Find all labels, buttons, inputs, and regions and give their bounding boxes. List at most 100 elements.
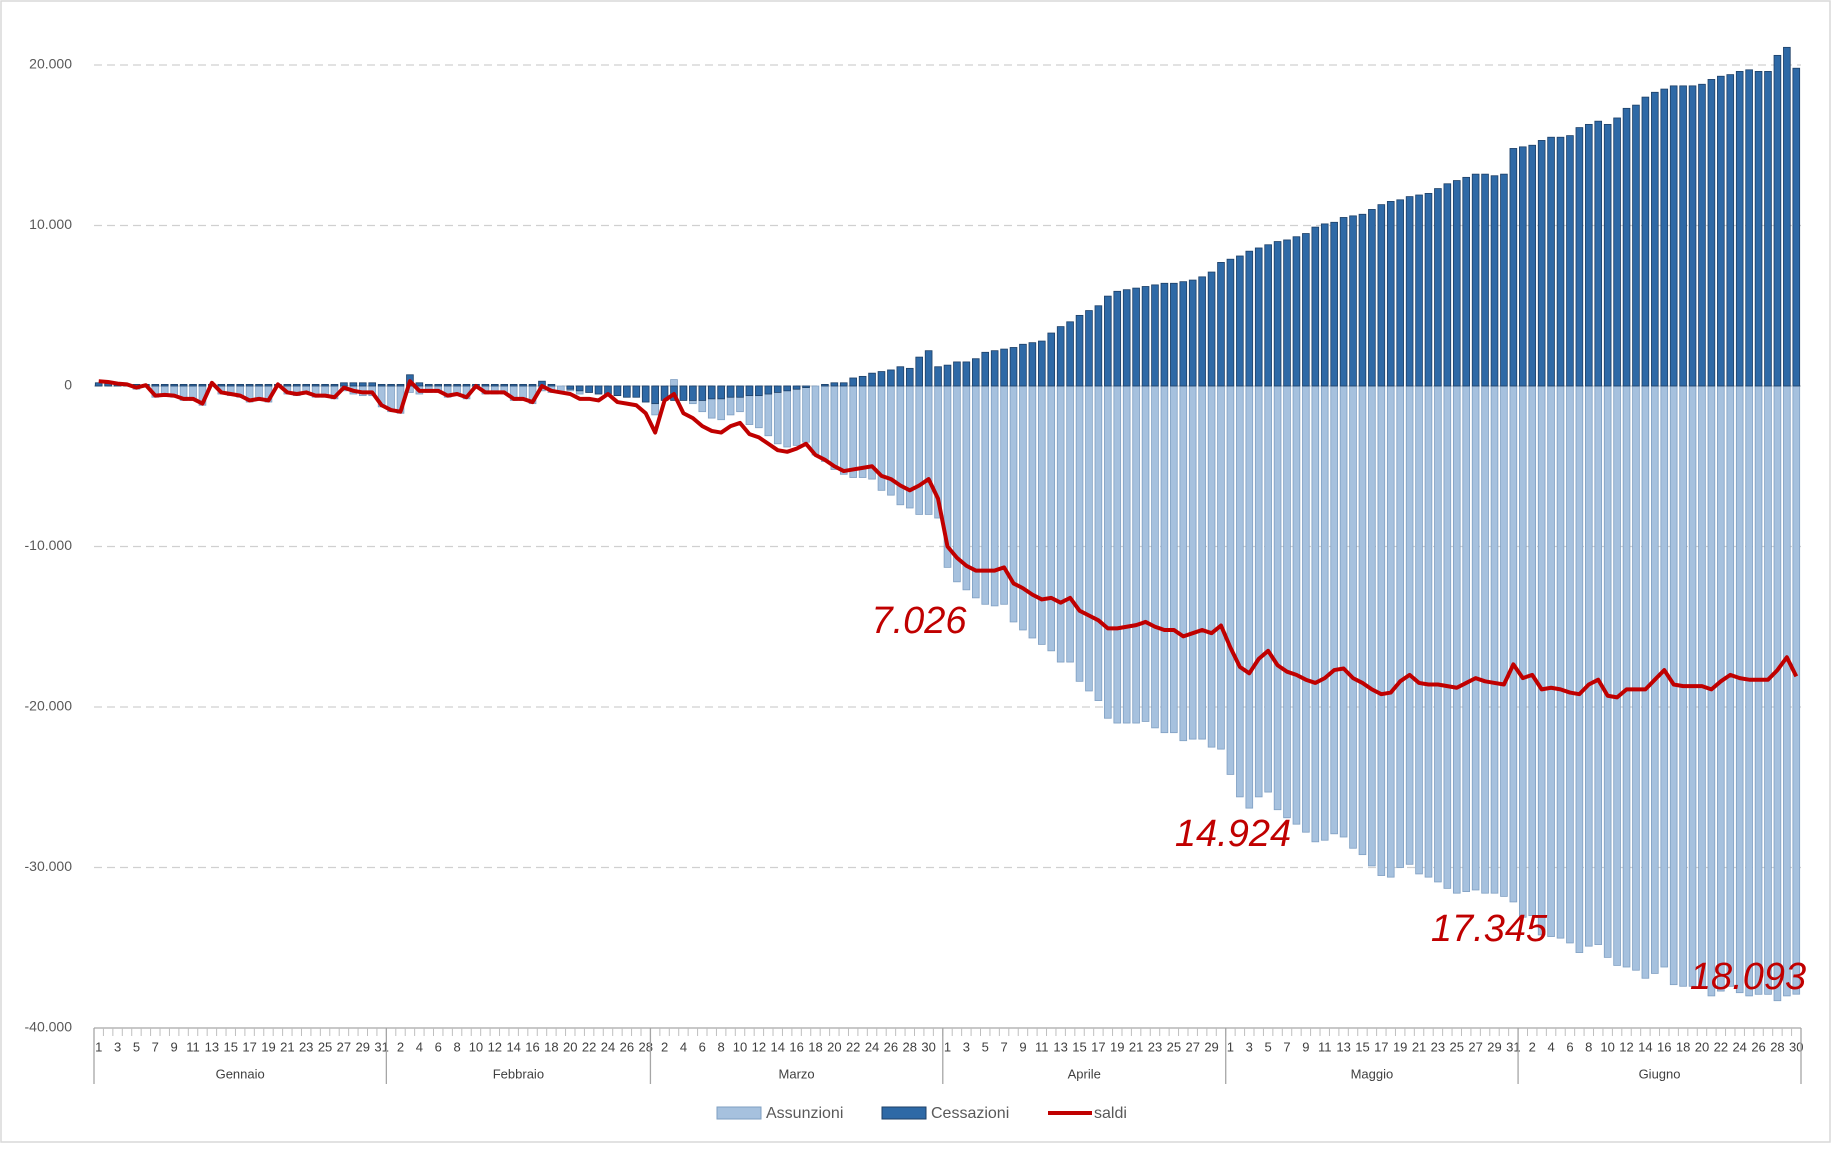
bar <box>1754 71 1763 387</box>
bar <box>1245 385 1254 809</box>
bar <box>1179 281 1188 387</box>
legend-swatch <box>881 1106 927 1120</box>
x-tick-label: 21 <box>280 1039 294 1054</box>
bar <box>1056 326 1065 387</box>
x-tick-label: 11 <box>186 1039 200 1054</box>
bar <box>1339 385 1348 838</box>
bar <box>1481 173 1489 387</box>
bar <box>1735 71 1744 387</box>
x-tick-label: 18 <box>808 1039 822 1054</box>
bar <box>1443 385 1452 889</box>
bar <box>1651 91 1659 387</box>
bar <box>170 383 178 387</box>
bar <box>1434 385 1442 883</box>
bar <box>934 366 942 387</box>
x-tick-label: 6 <box>1566 1039 1573 1054</box>
bar <box>1500 173 1508 387</box>
y-tick-label: -10.000 <box>25 537 73 553</box>
bar <box>1085 385 1093 692</box>
bar <box>1386 201 1395 387</box>
bar <box>1434 188 1442 387</box>
bar <box>1481 385 1489 894</box>
x-tick-label: 27 <box>1468 1039 1482 1054</box>
legend-label: Cessazioni <box>931 1105 1009 1122</box>
bar <box>1047 385 1056 652</box>
bar <box>528 383 537 387</box>
bar <box>1028 342 1037 387</box>
bar <box>783 385 791 392</box>
bar <box>868 372 876 387</box>
bar <box>1773 54 1782 387</box>
bar <box>1660 88 1669 387</box>
bar <box>971 385 980 599</box>
bar <box>802 385 810 443</box>
x-tick-label: 29 <box>356 1039 370 1054</box>
bar <box>340 382 348 387</box>
bar <box>1151 385 1159 729</box>
x-tick-label: 23 <box>299 1039 313 1054</box>
month-label: Marzo <box>779 1066 815 1081</box>
x-tick-label: 26 <box>884 1039 898 1054</box>
bar <box>396 383 405 387</box>
bar <box>575 385 584 392</box>
x-tick-label: 28 <box>1770 1039 1784 1054</box>
x-tick-label: 9 <box>1019 1039 1026 1054</box>
x-tick-label: 10 <box>1600 1039 1614 1054</box>
bar <box>1358 385 1367 856</box>
bar <box>1236 385 1244 798</box>
bar <box>415 382 424 387</box>
bar <box>632 385 641 398</box>
bar <box>1358 213 1367 387</box>
bar <box>1330 221 1338 387</box>
bar <box>1490 385 1499 894</box>
bar <box>453 383 461 387</box>
annotation: 18.093 <box>1690 956 1806 998</box>
bar <box>1745 69 1753 387</box>
bar <box>1443 183 1452 387</box>
bar <box>1132 385 1140 724</box>
x-tick-label: 15 <box>224 1039 238 1054</box>
bar <box>1603 123 1612 387</box>
x-tick-label: 31 <box>1506 1039 1520 1054</box>
x-tick-label: 13 <box>205 1039 219 1054</box>
bar <box>283 383 292 387</box>
x-tick-label: 24 <box>865 1039 879 1054</box>
x-tick-label: 17 <box>1091 1039 1105 1054</box>
bar <box>1707 79 1716 387</box>
x-tick-label: 2 <box>661 1039 668 1054</box>
x-tick-label: 2 <box>1529 1039 1536 1054</box>
bar <box>839 382 848 387</box>
bar <box>255 383 263 387</box>
bar <box>773 385 782 393</box>
bar <box>689 385 697 401</box>
bar <box>1509 385 1518 903</box>
bar <box>1038 385 1046 645</box>
x-tick-label: 25 <box>1450 1039 1464 1054</box>
bar <box>1415 385 1423 875</box>
x-tick-label: 13 <box>1336 1039 1350 1054</box>
bar <box>745 385 754 397</box>
y-tick-label: -30.000 <box>25 858 73 874</box>
bar <box>953 361 961 387</box>
bar <box>1632 385 1640 971</box>
bar <box>1622 107 1631 387</box>
bar <box>1302 385 1310 833</box>
bar <box>1698 83 1706 387</box>
x-tick-label: 18 <box>1676 1039 1690 1054</box>
bar <box>981 351 990 387</box>
x-tick-label: 12 <box>488 1039 502 1054</box>
x-tick-label: 4 <box>416 1039 423 1054</box>
y-tick-label: 10.000 <box>29 216 72 232</box>
bar <box>160 383 169 387</box>
bar <box>358 382 367 387</box>
x-tick-label: 8 <box>718 1039 725 1054</box>
x-tick-label: 2 <box>397 1039 404 1054</box>
bar <box>547 383 556 387</box>
bar <box>1452 385 1461 894</box>
bar <box>1283 385 1291 819</box>
bar <box>443 383 452 387</box>
legend-label: saldi <box>1094 1105 1127 1122</box>
bar <box>1471 385 1480 891</box>
bar <box>1075 385 1084 682</box>
bar <box>519 383 527 387</box>
